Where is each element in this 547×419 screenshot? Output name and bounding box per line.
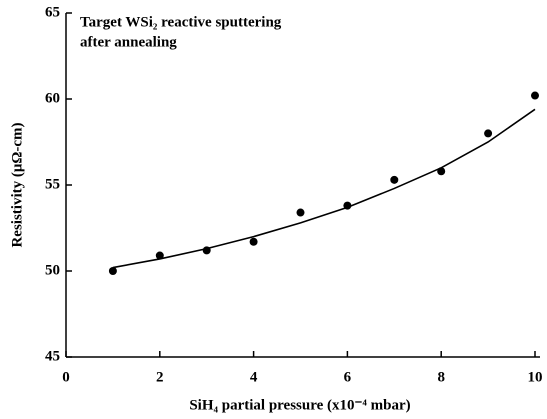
x-tick-label: 4 bbox=[250, 369, 258, 385]
y-tick-label: 50 bbox=[45, 262, 60, 278]
x-tick-label: 2 bbox=[156, 369, 164, 385]
y-tick-label: 45 bbox=[45, 348, 60, 364]
data-point bbox=[531, 91, 539, 100]
data-point bbox=[108, 267, 117, 275]
data-point bbox=[249, 237, 258, 246]
data-point bbox=[155, 251, 164, 260]
x-axis-label: SiH₄ partial pressure (x10⁻⁴ mbar) bbox=[189, 397, 410, 413]
y-tick-label: 60 bbox=[45, 90, 60, 106]
data-point bbox=[296, 208, 305, 217]
data-point bbox=[484, 129, 493, 138]
x-tick-label: 10 bbox=[528, 369, 543, 385]
annotation: Target WSi₂ reactive sputtering bbox=[80, 14, 282, 30]
fit-curve bbox=[112, 108, 536, 269]
y-axis-label: Resistivity (μΩ-cm) bbox=[9, 122, 25, 247]
x-tick-label: 0 bbox=[62, 369, 70, 385]
x-tick-label: 8 bbox=[437, 369, 445, 385]
y-tick-label: 65 bbox=[45, 4, 60, 20]
x-tick-label: 6 bbox=[344, 369, 352, 385]
y-tick-label: 55 bbox=[45, 176, 60, 192]
annotation: after annealing bbox=[80, 34, 177, 50]
data-point bbox=[390, 175, 399, 184]
